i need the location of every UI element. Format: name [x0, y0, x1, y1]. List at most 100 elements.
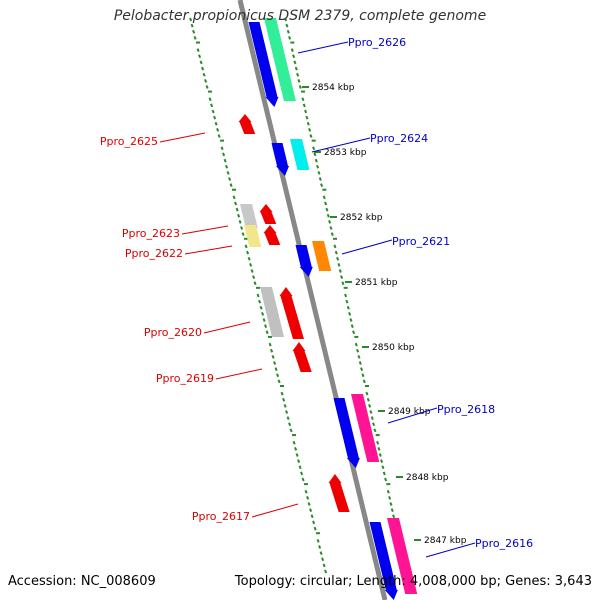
tick-dot	[205, 85, 209, 89]
tick-dot	[217, 134, 221, 138]
tick-dot	[285, 410, 289, 414]
tick-dot	[313, 152, 317, 157]
tick-dot	[306, 496, 310, 500]
reverse-gene-label: Ppro_2620	[144, 326, 202, 339]
tick-dot	[312, 146, 316, 151]
tick-dot	[208, 97, 212, 102]
tick-dot	[247, 256, 251, 261]
tick-dot	[202, 72, 206, 77]
tick-dot	[376, 440, 380, 445]
tick-dot	[192, 29, 196, 34]
tick-dot	[268, 342, 272, 347]
tick-dot	[294, 66, 298, 71]
tick-dot	[361, 373, 365, 378]
forward-gene-label-leader	[425, 542, 476, 558]
forward-gene-label: Ppro_2621	[392, 235, 450, 248]
tick-dot	[222, 152, 226, 157]
kbp-tick-label: 2851 kbp	[355, 278, 398, 288]
backbone-line	[237, 0, 388, 600]
reverse-gene-label: Ppro_2622	[125, 247, 183, 260]
reverse-gene-arrow	[328, 474, 350, 512]
genome-summary-label: Topology: circular; Length: 4,008,000 bp…	[234, 574, 592, 589]
tick-dot	[235, 207, 239, 212]
tick-dot	[265, 330, 269, 335]
tick-dot	[373, 428, 377, 433]
tick-dot	[288, 422, 292, 427]
tick-dot	[314, 158, 318, 163]
reverse-gene-arrow	[292, 342, 312, 372]
reverse-gene-label: Ppro_2625	[100, 135, 158, 148]
forward-gene-label-leader	[311, 137, 371, 153]
tick-dot	[389, 502, 393, 506]
tick-dot	[392, 514, 396, 519]
tick-dot	[270, 348, 274, 353]
tick-dot	[318, 177, 322, 181]
tick-dot	[294, 446, 298, 451]
tick-dot	[234, 201, 238, 206]
kbp-tick-label: 2849 kbp	[388, 407, 431, 417]
tick-dot	[237, 213, 241, 218]
tick-dot	[196, 48, 200, 53]
tick-dot	[349, 318, 353, 322]
reverse-gene-label-leader	[181, 225, 229, 235]
tick-dot	[304, 109, 308, 114]
tick-dot	[226, 170, 230, 175]
tick-dot	[306, 121, 310, 126]
tick-dot	[238, 220, 242, 224]
tick-dot	[250, 269, 254, 273]
tick-dot	[366, 397, 370, 402]
gene-features	[238, 18, 418, 600]
tick-dot	[288, 36, 292, 40]
tick-dot	[356, 348, 360, 353]
tick-dot	[358, 361, 362, 365]
forward-gene-arrow	[271, 143, 290, 176]
tick-dot	[300, 471, 304, 476]
tick-dot	[284, 17, 288, 22]
forward-gene-partner	[264, 18, 296, 101]
tick-dot	[220, 146, 224, 151]
left-tick-track	[189, 17, 328, 574]
tick-dot	[244, 244, 248, 249]
tick-dot	[216, 128, 220, 132]
forward-gene-label-leader	[297, 41, 349, 54]
tick-dot	[322, 195, 326, 200]
tick-dot	[341, 281, 345, 286]
tick-dot	[380, 459, 384, 463]
tick-dot	[388, 496, 392, 500]
kbp-tick-label: 2850 kbp	[372, 343, 415, 353]
tick-dot	[309, 508, 313, 513]
tick-dot	[240, 226, 244, 230]
tick-dot	[333, 244, 337, 249]
tick-dot	[334, 250, 338, 255]
tick-dot	[296, 72, 300, 77]
tick-dot	[329, 226, 333, 230]
tick-dot	[345, 299, 349, 304]
tick-dot-tracks	[189, 17, 408, 574]
tick-dot	[297, 78, 301, 83]
tick-dot	[354, 342, 358, 347]
tick-dot	[346, 305, 350, 310]
reverse-gene-label: Ppro_2619	[156, 372, 214, 385]
tick-dot	[246, 250, 250, 255]
tick-dot	[261, 312, 265, 316]
tick-dot	[204, 78, 208, 83]
genome-backbone	[237, 0, 388, 600]
tick-dot	[328, 220, 332, 224]
tick-dot	[302, 103, 306, 108]
tick-dot	[232, 195, 236, 200]
tick-dot	[213, 115, 217, 120]
tick-dot	[307, 502, 311, 506]
reverse-gene-partner	[240, 204, 258, 228]
tick-dot	[305, 115, 309, 120]
tick-dot	[292, 54, 296, 59]
tick-dot	[318, 545, 322, 549]
tick-dot	[316, 538, 320, 543]
forward-gene-arrow	[248, 22, 279, 107]
reverse-gene-label-leader	[184, 245, 233, 255]
kbp-tick-label: 2854 kbp	[312, 83, 355, 93]
tick-dot	[241, 232, 245, 237]
tick-dot	[338, 269, 342, 273]
tick-dot	[214, 121, 218, 126]
reverse-gene-label: Ppro_2623	[122, 227, 180, 240]
reverse-gene-arrow	[259, 204, 277, 224]
